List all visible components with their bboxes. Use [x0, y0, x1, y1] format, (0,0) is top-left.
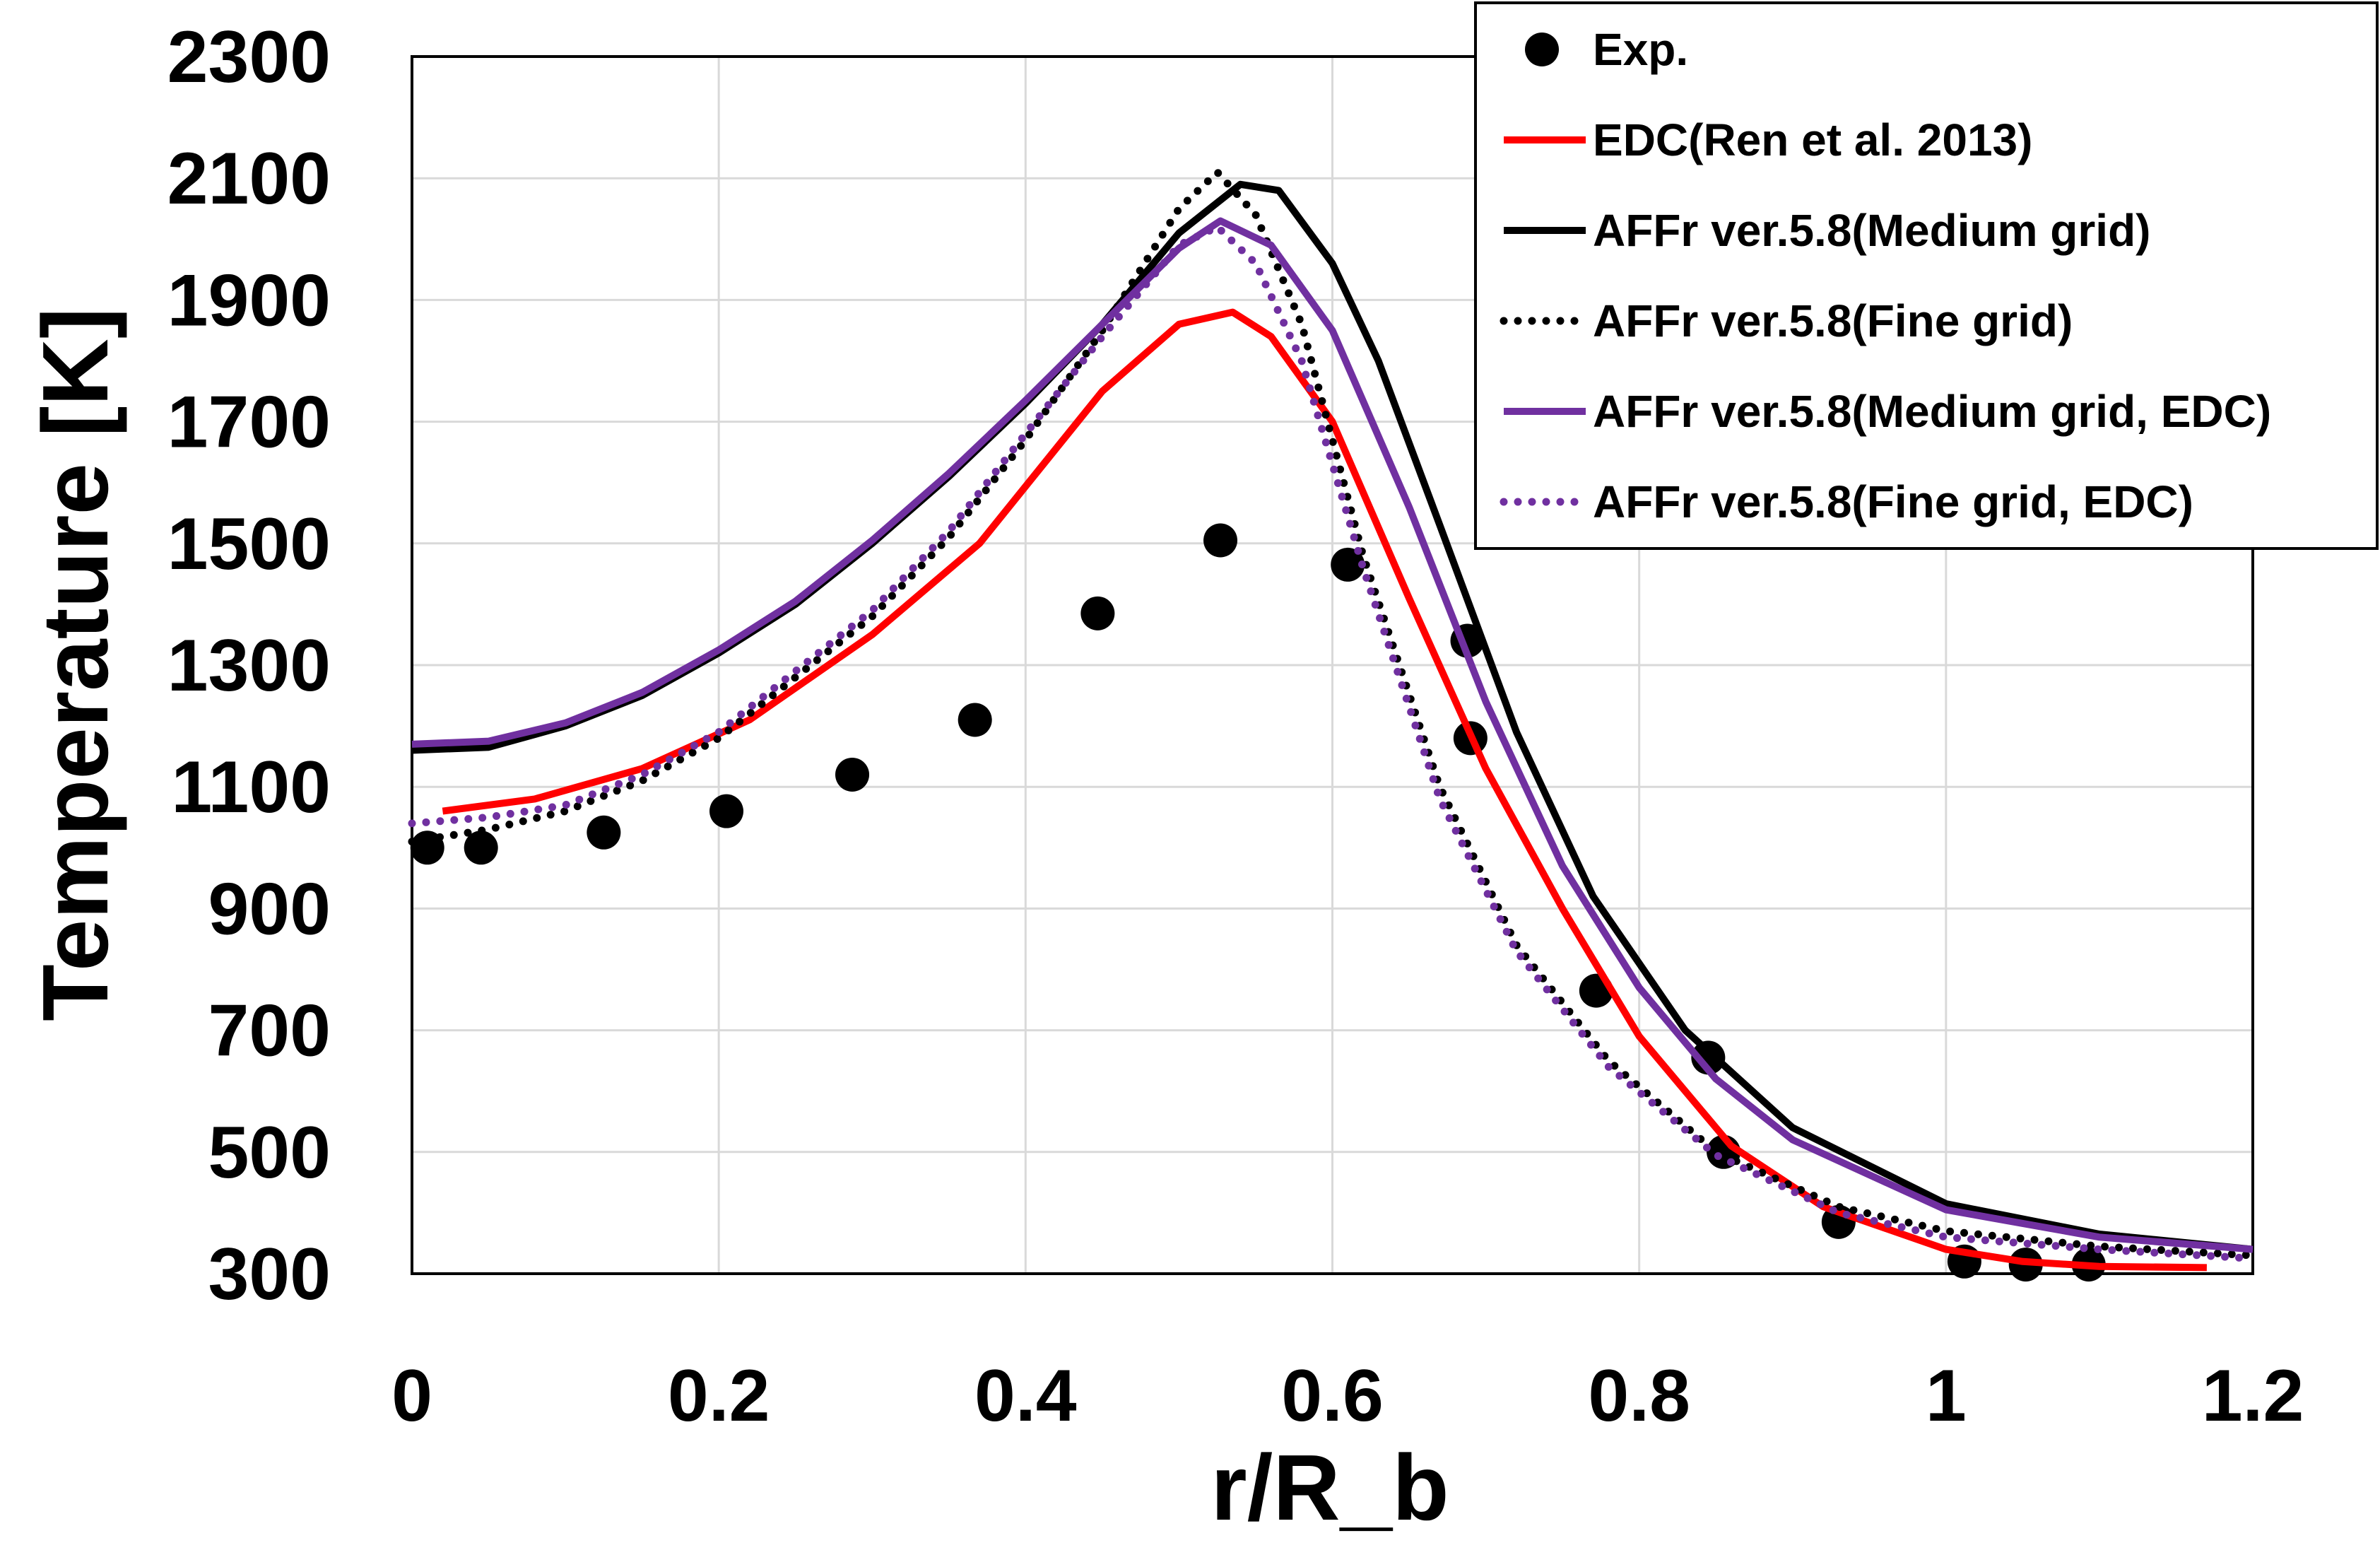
exp-data-point — [1080, 596, 1115, 630]
series-line-affr-ver-5-8-medium-grid-edc — [411, 217, 2254, 1253]
y-tick-label: 1300 — [167, 625, 331, 707]
exp-data-point — [1203, 523, 1238, 558]
x-tick-label: 0.8 — [1588, 1355, 1690, 1437]
legend-marker-exp — [1525, 33, 1559, 66]
legend-label-affr-ver-5-8-fine-grid: AFFr ver.5.8(Fine grid) — [1593, 295, 2073, 346]
y-tick-label: 2300 — [167, 16, 331, 98]
exp-data-point — [709, 794, 744, 828]
legend: Exp. EDC(Ren et al. 2013) AFFr ver.5.8(Med… — [1474, 1, 2379, 550]
y-tick-label: 300 — [208, 1233, 331, 1315]
exp-data-point — [1691, 1040, 1726, 1075]
x-axis-title: r/R_b — [1210, 1436, 1449, 1539]
exp-data-point — [410, 831, 444, 865]
y-axis-title: Temperature [K] — [23, 307, 127, 1021]
y-tick-label: 500 — [208, 1112, 331, 1194]
legend-box — [1474, 1, 2379, 550]
exp-data-point — [587, 815, 621, 850]
series-line-affr-ver-5-8-fine-grid — [408, 168, 2257, 1260]
x-tick-label: 1.2 — [2202, 1355, 2304, 1437]
y-tick-label: 1700 — [167, 382, 331, 464]
series-line-affr-ver-5-8-fine-grid-edc — [408, 223, 2257, 1262]
legend-label-affr-ver-5-8-fine-grid-edc: AFFr ver.5.8(Fine grid, EDC) — [1593, 476, 2193, 527]
y-tick-label: 1900 — [167, 259, 331, 341]
legend-label-affr-ver-5-8-medium-grid-edc: AFFr ver.5.8(Medium grid, EDC) — [1593, 386, 2271, 437]
exp-data-point — [464, 831, 498, 865]
legend-label-affr-ver-5-8-medium-grid: AFFr ver.5.8(Medium grid) — [1593, 205, 2150, 256]
exp-data-point — [835, 757, 870, 792]
series-layer — [408, 168, 2257, 1282]
legend-items: Exp. EDC(Ren et al. 2013) AFFr ver.5.8(Med… — [1500, 24, 2271, 527]
y-tick-label: 1500 — [167, 503, 331, 585]
legend-label-edc-ren-et-al-2013: EDC(Ren et al. 2013) — [1593, 115, 2032, 165]
legend-label-exp: Exp. — [1593, 24, 1688, 75]
y-tick-labels: 300 500 700 900 1100 1300 1500 1700 1900 2100 2300 — [167, 16, 331, 1315]
y-tick-label: 700 — [208, 990, 331, 1072]
y-tick-label: 1100 — [171, 746, 331, 828]
x-tick-label: 0.6 — [1281, 1355, 1384, 1437]
x-tick-labels: 0 0.2 0.4 0.6 0.8 1 1.2 — [391, 1355, 2304, 1437]
plot-area-border — [411, 55, 2254, 1275]
y-tick-label: 2100 — [167, 138, 331, 220]
series-line-edc-ren-et-al-2013 — [442, 308, 2207, 1272]
x-tick-label: 0.2 — [668, 1355, 770, 1437]
exp-data-point — [958, 703, 992, 737]
x-tick-label: 0.4 — [974, 1355, 1077, 1437]
y-tick-label: 900 — [208, 868, 331, 950]
exp-data-point — [1331, 547, 1365, 582]
x-tick-label: 0 — [391, 1355, 432, 1437]
x-tick-label: 1 — [1926, 1355, 1967, 1437]
